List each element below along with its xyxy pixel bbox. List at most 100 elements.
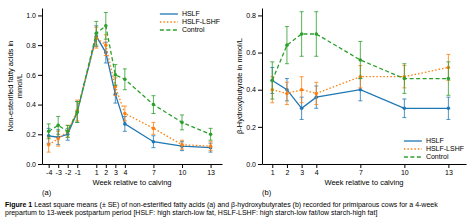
y-tick-mark [258,164,262,165]
y-tick-label: 0.8 [26,42,36,49]
error-bar [446,97,450,119]
y-tick: 0.0 [26,161,42,168]
error-bar [47,137,51,152]
x-tick-mark [77,164,78,168]
error-bar [151,122,155,134]
point [270,79,274,83]
y-tick: 0.6 [246,49,262,56]
x-tick-label: 1 [95,169,99,176]
error-bar [56,116,60,134]
y-tick: 0.8 [246,12,262,19]
y-tick-mark [258,15,262,16]
legend: HSLFHSLF-LSHFControl [160,10,220,33]
panel-label: (b) [262,188,272,197]
error-bar [285,27,289,64]
x-tick-mark [287,164,288,168]
x-tick-label: 7 [152,169,156,176]
point [403,106,407,110]
x-tick: 1 [95,164,99,176]
error-bar [151,96,155,114]
legend: HSLFHSLF-LSHFControl [404,137,464,160]
y-tick-label: 0.6 [246,49,256,56]
y-axis: 0.00.20.40.60.8 [246,9,262,168]
y-tick-label: 0.6 [26,72,36,79]
x-axis-title: Week relative to calving [324,178,403,187]
error-bar [94,21,98,45]
error-bar [123,106,127,121]
figure: Figure 1Least square means (± SE) of non… [0,0,474,219]
x-tick-mark [448,164,449,168]
x-tick: 1 [271,164,275,176]
y-tick: 0.4 [26,101,42,108]
x-tick-mark [360,164,361,168]
x-tick: -1 [75,164,81,176]
y-tick: 0.2 [26,131,42,138]
x-tick: 7 [359,164,363,176]
y-axis: 0.0 0.2 0.4 0.6 0.8 1.0 [26,9,42,168]
panel-label: (a) [42,188,52,197]
x-tick: 3 [300,164,304,176]
point [56,124,60,128]
caption-line: prepartum to 13-week postpartum period [… [5,209,377,217]
y-tick: 0.4 [246,86,262,93]
point [75,110,79,114]
y-tick-label: 0.2 [246,124,256,131]
x-tick-mark [58,164,59,168]
point [180,143,184,147]
y-tick-label: 0.2 [26,131,36,138]
y-tick-mark [38,45,42,46]
point [123,112,127,116]
series [47,26,213,152]
x-tick-label: 3 [114,169,118,176]
x-tick-label: 2 [285,169,289,176]
x-tick-mark [68,164,69,168]
y-tick: 1.0 [26,12,42,19]
point [75,110,79,114]
point [285,92,289,96]
x-tick-label: 13 [445,169,453,176]
x-tick-label: 7 [359,169,363,176]
point [359,58,363,62]
plot-area [47,12,213,152]
legend-label: Control [426,153,449,160]
y-tick-label: 0.4 [246,86,256,93]
point [300,32,304,36]
point [209,144,213,148]
series [47,27,213,152]
x-tick-label: -1 [75,169,81,176]
point [123,122,127,126]
series-line [49,36,211,147]
point [315,92,319,96]
y-axis-title-line: Non-esterified fatty acids in [6,41,15,131]
panel: 1234710130.00.20.40.60.8Week relative to… [235,9,467,198]
y-tick-label: 0.0 [26,161,36,168]
series [47,12,213,140]
point [47,130,51,134]
series-line [49,26,211,134]
point [47,143,51,147]
error-bar [314,82,318,104]
x-tick-label: 13 [207,169,215,176]
y-tick-mark [38,164,42,165]
point [152,127,156,131]
y-tick-mark [38,15,42,16]
point [300,106,304,110]
legend-label: Control [182,26,205,33]
point [152,103,156,107]
x-tick-mark [182,164,183,168]
x-tick-label: -4 [46,169,52,176]
x-tick: -4 [46,164,52,176]
point [447,77,451,81]
x-tick-label: -2 [65,169,71,176]
x-tick-label: 1 [271,169,275,176]
error-bar [358,41,362,78]
y-tick-mark [38,75,42,76]
point [403,77,407,81]
x-tick-mark [106,164,107,168]
y-tick: 0.6 [26,72,42,79]
y-axis-line [262,9,263,165]
caption-bold: Figure 1 [5,201,32,209]
error-bar [151,136,155,148]
error-bar [446,62,450,95]
x-tick-label: 4 [315,169,319,176]
